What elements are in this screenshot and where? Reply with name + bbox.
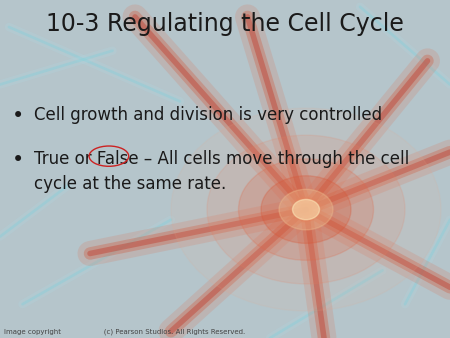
Text: True or False – All cells move through the cell
cycle at the same rate.: True or False – All cells move through t… (34, 150, 409, 193)
Circle shape (238, 159, 374, 260)
Circle shape (207, 135, 405, 284)
Text: •: • (12, 106, 24, 126)
Text: Image copyright                   (c) Pearson Studios. All Rights Reserved.: Image copyright (c) Pearson Studios. All… (4, 329, 246, 335)
Circle shape (171, 108, 441, 311)
Text: Cell growth and division is very controlled: Cell growth and division is very control… (34, 106, 382, 124)
Circle shape (279, 189, 333, 230)
Circle shape (261, 176, 351, 243)
Text: 10-3 Regulating the Cell Cycle: 10-3 Regulating the Cell Cycle (46, 12, 404, 36)
Text: •: • (12, 150, 24, 170)
Circle shape (292, 199, 320, 220)
